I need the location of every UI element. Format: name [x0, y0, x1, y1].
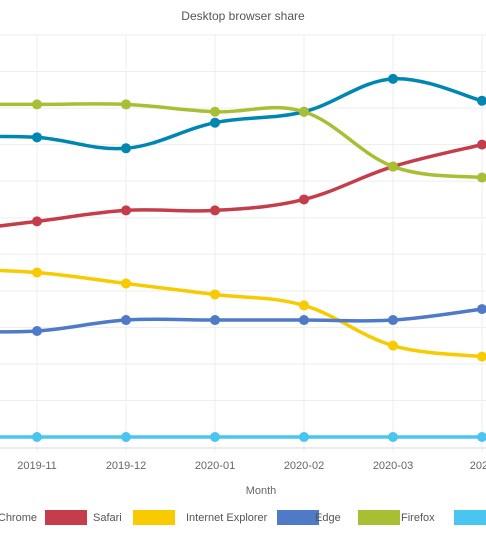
- data-point[interactable]: [388, 340, 398, 351]
- legend-item-safari[interactable]: Safari: [45, 510, 122, 525]
- legend-label: Chrome: [0, 512, 37, 524]
- data-point[interactable]: [121, 143, 131, 154]
- legend-label: Edge: [315, 512, 341, 524]
- legend-swatch: [277, 510, 319, 525]
- series-line: [0, 102, 484, 180]
- data-point[interactable]: [299, 300, 309, 311]
- legend-item-series-6[interactable]: [454, 510, 486, 525]
- data-point[interactable]: [32, 326, 42, 337]
- data-point[interactable]: [388, 73, 398, 84]
- data-point[interactable]: [32, 99, 42, 110]
- data-point[interactable]: [121, 432, 131, 442]
- data-point[interactable]: [299, 315, 309, 326]
- series-series-6: [0, 432, 486, 442]
- series-layer: [0, 73, 486, 442]
- data-point[interactable]: [32, 216, 42, 227]
- series-internet-explorer: [0, 267, 486, 362]
- x-tick-label: 2019-12: [106, 460, 146, 472]
- chart-title: Desktop browser share: [181, 9, 305, 23]
- x-axis: 2019-11 2019-12 2020-01 2020-02 2020-03 2020: [17, 460, 486, 472]
- data-point[interactable]: [299, 194, 309, 205]
- data-point[interactable]: [210, 117, 220, 128]
- data-point[interactable]: [121, 99, 131, 110]
- legend-swatch: [454, 510, 486, 525]
- gridlines: [0, 34, 486, 452]
- x-tick-label: 2020-03: [373, 460, 413, 472]
- data-point[interactable]: [477, 139, 486, 150]
- series-line: [0, 307, 484, 334]
- x-tick-label: 2019-11: [17, 460, 57, 472]
- series-safari: [0, 139, 486, 228]
- x-axis-label: Month: [246, 485, 277, 497]
- data-point[interactable]: [210, 432, 220, 442]
- series-edge: [0, 304, 486, 337]
- data-point[interactable]: [299, 432, 309, 442]
- data-point[interactable]: [477, 304, 486, 315]
- data-point[interactable]: [121, 205, 131, 216]
- data-point[interactable]: [388, 161, 398, 172]
- series-line: [0, 268, 484, 359]
- data-point[interactable]: [121, 315, 131, 326]
- data-point[interactable]: [210, 106, 220, 117]
- legend-label: Firefox: [401, 512, 435, 524]
- data-point[interactable]: [477, 95, 486, 106]
- legend-item-edge[interactable]: Edge: [277, 510, 341, 525]
- data-point[interactable]: [210, 205, 220, 216]
- legend-label: Safari: [93, 512, 122, 524]
- data-point[interactable]: [210, 289, 220, 300]
- data-point[interactable]: [32, 132, 42, 143]
- data-point[interactable]: [32, 432, 42, 442]
- data-point[interactable]: [477, 351, 486, 362]
- data-point[interactable]: [388, 315, 398, 326]
- legend-swatch: [358, 510, 400, 525]
- series-line: [0, 77, 484, 151]
- legend[interactable]: Chrome Safari Internet Explorer Edge Firefox: [0, 510, 486, 525]
- legend-item-internet-explorer[interactable]: Internet Explorer: [133, 510, 268, 525]
- series-chrome: [0, 73, 486, 154]
- data-point[interactable]: [477, 432, 486, 442]
- data-point[interactable]: [210, 315, 220, 326]
- data-point[interactable]: [388, 432, 398, 442]
- x-tick-label: 2020-01: [195, 460, 235, 472]
- x-tick-label: 2020: [470, 460, 486, 472]
- data-point[interactable]: [121, 278, 131, 289]
- legend-swatch: [133, 510, 175, 525]
- legend-item-firefox[interactable]: Firefox: [358, 510, 435, 525]
- data-point[interactable]: [299, 106, 309, 117]
- legend-label: Internet Explorer: [186, 512, 268, 524]
- series-firefox: [0, 99, 486, 183]
- series-line: [0, 142, 484, 228]
- data-point[interactable]: [477, 172, 486, 183]
- x-tick-label: 2020-02: [284, 460, 324, 472]
- legend-item-chrome[interactable]: Chrome: [0, 510, 37, 525]
- data-point[interactable]: [32, 267, 42, 278]
- legend-swatch: [45, 510, 87, 525]
